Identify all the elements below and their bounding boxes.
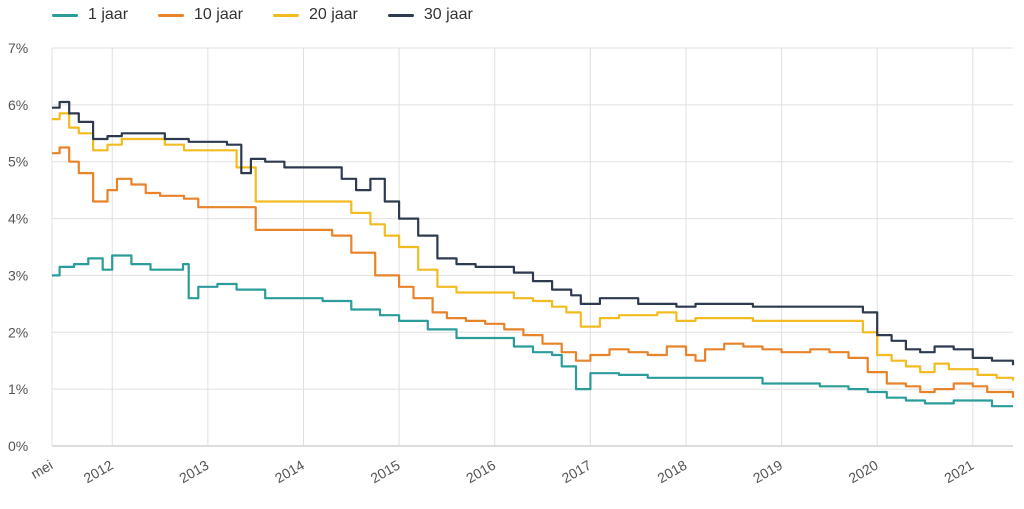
x-tick-label: 2015 xyxy=(368,457,403,487)
x-tick-label: 2019 xyxy=(750,457,785,487)
legend-item-20-jaar[interactable]: 20 jaar xyxy=(272,6,358,24)
legend: 1 jaar 10 jaar 20 jaar 30 jaar xyxy=(52,6,473,24)
y-tick-label: 3% xyxy=(8,267,28,283)
x-tick-label: 2020 xyxy=(846,457,881,487)
x-tick-label: 2018 xyxy=(654,457,689,487)
legend-label-10-jaar: 10 jaar xyxy=(194,6,243,23)
x-tick-label: 2017 xyxy=(559,457,594,487)
series-line-20-jaar xyxy=(52,112,1015,381)
y-tick-label: 5% xyxy=(8,154,28,170)
y-tick-label: 7% xyxy=(8,40,28,56)
legend-label-1-jaar: 1 jaar xyxy=(88,6,129,23)
legend-swatch-30-jaar xyxy=(387,13,414,17)
legend-item-10-jaar[interactable]: 10 jaar xyxy=(158,6,243,24)
legend-label-20-jaar: 20 jaar xyxy=(308,6,358,23)
series-line-1-jaar xyxy=(52,254,1013,408)
y-tick-label: 0% xyxy=(8,438,28,454)
x-tick-label: mei xyxy=(28,457,56,482)
legend-swatch-20-jaar xyxy=(272,13,299,17)
legend-label-30-jaar: 30 jaar xyxy=(423,6,473,23)
y-tick-label: 1% xyxy=(8,381,28,397)
x-tick-label: 2013 xyxy=(176,457,211,487)
legend-item-30-jaar[interactable]: 30 jaar xyxy=(387,6,473,24)
x-tick-label: 2016 xyxy=(463,457,498,487)
x-tick-label: 2014 xyxy=(272,457,307,487)
y-tick-label: 6% xyxy=(8,97,28,113)
series-line-10-jaar xyxy=(52,146,1015,398)
legend-swatch-10-jaar xyxy=(158,13,185,17)
series-line-30-jaar xyxy=(52,100,1015,366)
legend-swatch-1-jaar xyxy=(52,13,78,17)
y-tick-label: 2% xyxy=(8,324,28,340)
legend-item-1-jaar[interactable]: 1 jaar xyxy=(52,6,128,24)
x-tick-label: 2012 xyxy=(81,457,116,487)
x-tick-label: 2021 xyxy=(941,457,976,487)
y-tick-label: 4% xyxy=(8,211,28,227)
